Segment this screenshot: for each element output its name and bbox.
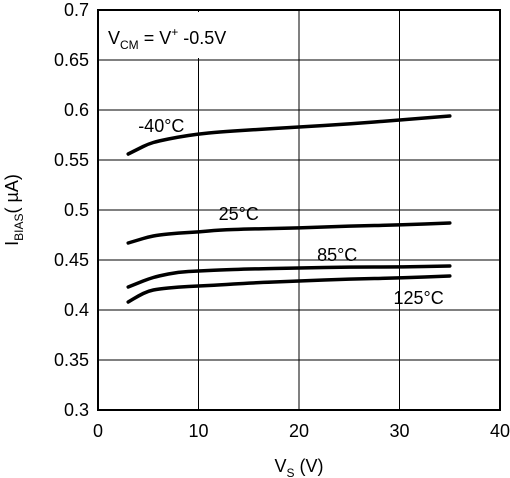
annotation-background	[100, 12, 268, 58]
y-tick-labels: 0.3 0.35 0.4 0.45 0.5 0.55 0.6 0.65 0.7	[54, 0, 89, 420]
x-tick-label: 0	[93, 421, 103, 441]
series-line	[126, 274, 452, 304]
x-tick-labels: 0 10 20 30 40	[93, 421, 510, 441]
y-tick-label: 0.65	[54, 50, 89, 70]
plot-frame	[97, 9, 501, 411]
y-tick-label: 0.5	[64, 200, 89, 220]
y-tick-label: 0.4	[64, 300, 89, 320]
series-label: -40°C	[138, 116, 184, 136]
x-tick-label: 10	[188, 421, 208, 441]
x-tick-label: 40	[490, 421, 510, 441]
grid	[98, 10, 500, 410]
series-label: 125°C	[393, 288, 443, 308]
y-tick-label: 0.7	[64, 0, 89, 20]
x-tick-label: 20	[289, 421, 309, 441]
x-axis-label: VS (V)	[274, 456, 323, 478]
series-label: 85°C	[317, 245, 357, 265]
series-line	[126, 114, 452, 156]
x-tick-label: 30	[389, 421, 409, 441]
y-tick-label: 0.35	[54, 350, 89, 370]
y-tick-label: 0.6	[64, 100, 89, 120]
y-tick-label: 0.3	[64, 400, 89, 420]
series-layer: -40°C 25°C 85°C 125°C	[126, 114, 452, 308]
series-line	[126, 221, 452, 245]
series-line	[126, 264, 452, 289]
vcm-annotation: VCM = V+ -0.5V	[108, 25, 226, 52]
y-tick-label: 0.55	[54, 150, 89, 170]
y-axis-label: IBIAS( µA)	[2, 174, 26, 246]
y-tick-label: 0.45	[54, 250, 89, 270]
series-label: 25°C	[219, 204, 259, 224]
